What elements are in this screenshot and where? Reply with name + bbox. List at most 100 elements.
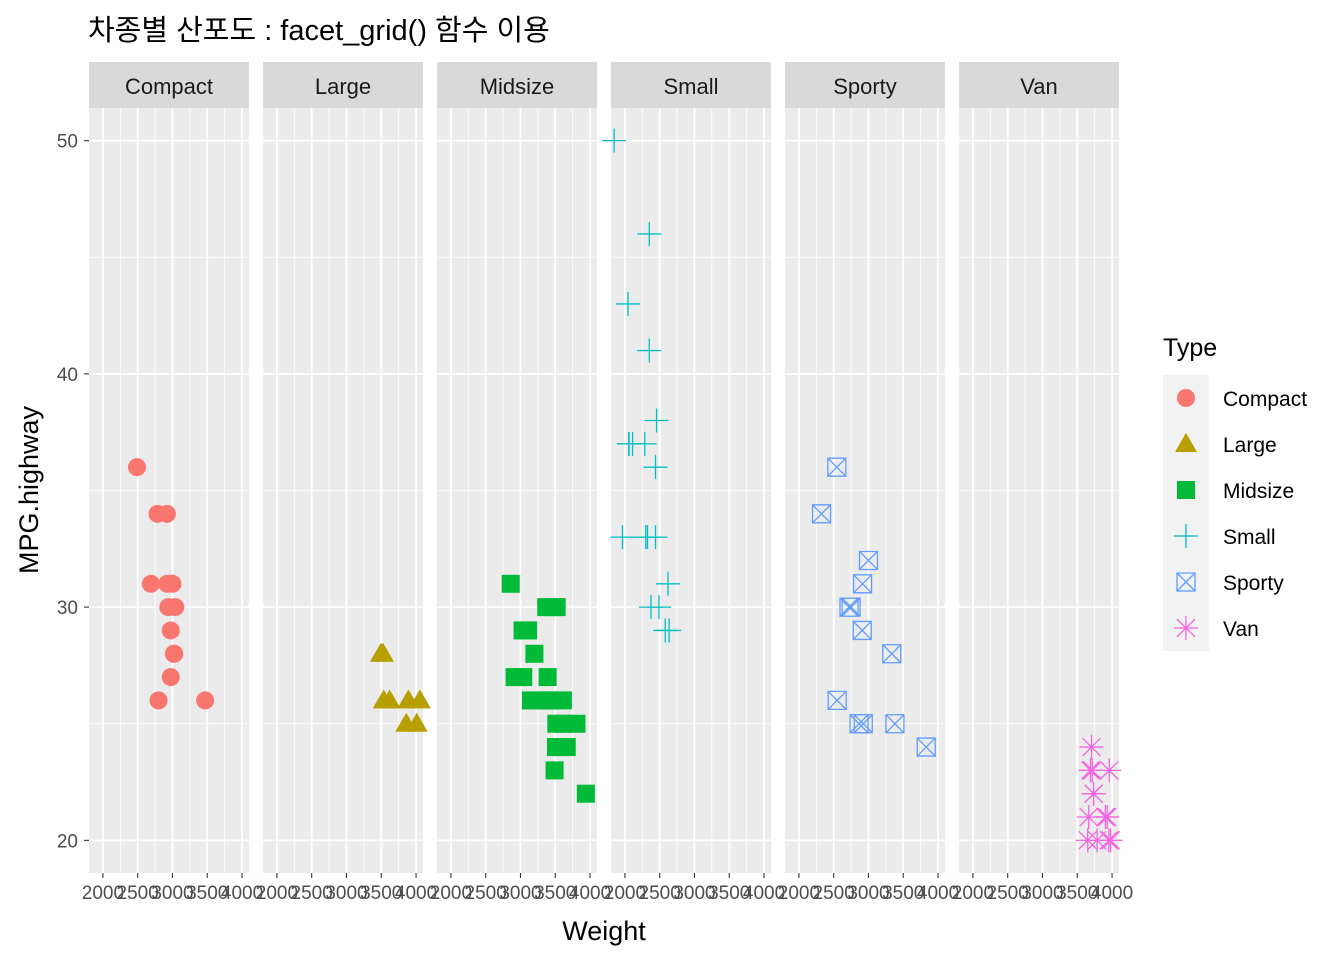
data-point — [372, 642, 394, 662]
data-point — [853, 714, 873, 734]
y-tick-label: 30 — [57, 598, 78, 619]
data-point — [841, 597, 861, 617]
data-point — [827, 690, 847, 711]
y-tick-label: 20 — [57, 831, 78, 852]
data-point — [602, 128, 627, 153]
facet-strip-label: Van — [1020, 74, 1058, 99]
data-point — [141, 574, 160, 593]
legend-item-van: Van — [1163, 605, 1259, 651]
legend-label: Van — [1223, 618, 1259, 641]
data-point — [525, 644, 544, 663]
data-point — [1079, 735, 1104, 760]
x-tick-label: 4000 — [743, 883, 785, 904]
x-tick-label: 3500 — [360, 883, 402, 904]
x-tick-label: 3000 — [1021, 883, 1063, 904]
data-point — [1096, 828, 1121, 853]
data-point — [656, 571, 681, 596]
x-tick-label: 2500 — [291, 883, 333, 904]
x-tick-label: 3000 — [673, 883, 715, 904]
data-point — [196, 691, 215, 710]
data-point — [1095, 805, 1120, 830]
legend-key-symbol — [1174, 524, 1198, 548]
data-point — [519, 621, 538, 640]
legend-label: Small — [1223, 526, 1276, 549]
data-point — [643, 455, 668, 480]
data-point — [616, 291, 641, 316]
x-tick-label: 2500 — [639, 883, 681, 904]
data-point — [165, 644, 184, 663]
legend: Type Compact Large Midsize Small Sporty Van — [1163, 334, 1307, 651]
data-point — [637, 338, 662, 363]
x-tick-label: 2500 — [813, 883, 855, 904]
legend-label: Sporty — [1223, 572, 1284, 595]
legend-key-symbol — [1174, 616, 1198, 640]
facet-strip — [785, 62, 945, 108]
series-small — [602, 128, 682, 643]
data-point — [545, 761, 564, 780]
data-point — [501, 574, 520, 593]
data-point — [885, 714, 905, 734]
data-point — [657, 618, 682, 643]
data-point — [149, 691, 168, 710]
legend-title: Type — [1163, 334, 1217, 362]
legend-item-compact: Compact — [1163, 375, 1307, 421]
y-axis-title: MPG.highway — [14, 405, 44, 574]
data-point — [647, 595, 671, 620]
x-tick-label: 2000 — [952, 883, 994, 904]
y-axis: 20 30 40 50 — [57, 132, 89, 852]
legend-key-symbol — [1177, 481, 1195, 499]
data-point — [610, 525, 635, 550]
data-point — [161, 621, 180, 640]
facet-strip — [263, 62, 423, 108]
data-point — [1080, 758, 1105, 783]
chart-title: 차종별 산포도 : facet_grid() 함수 이용 — [88, 15, 550, 47]
data-point — [166, 598, 185, 617]
x-tick-label: 3500 — [186, 883, 228, 904]
data-point — [163, 574, 182, 593]
data-point — [882, 644, 902, 664]
data-point — [637, 221, 662, 246]
x-tick-label: 4000 — [917, 883, 959, 904]
x-tick-label: 3500 — [708, 883, 750, 904]
series-sporty — [811, 457, 936, 757]
facet-strip-label: Sporty — [833, 74, 897, 99]
data-point — [553, 691, 572, 710]
x-tick-label: 3500 — [534, 883, 576, 904]
data-point — [161, 668, 180, 687]
x-tick-label: 2500 — [117, 883, 159, 904]
data-point — [408, 689, 431, 709]
data-point — [538, 668, 557, 687]
x-tick-label: 4000 — [569, 883, 611, 904]
x-tick-label: 3000 — [151, 883, 193, 904]
data-point — [1076, 805, 1101, 830]
data-point — [643, 525, 668, 550]
x-tick-label: 3500 — [1056, 883, 1098, 904]
facet-strip-label: Midsize — [480, 74, 555, 99]
data-point — [128, 458, 146, 477]
legend-label: Compact — [1223, 388, 1307, 411]
data-point — [617, 431, 642, 456]
x-tick-label: 4000 — [395, 883, 437, 904]
data-point — [811, 504, 832, 524]
data-point — [852, 574, 873, 594]
data-point — [576, 784, 595, 803]
x-tick-label: 2000 — [82, 883, 124, 904]
data-point — [916, 737, 936, 757]
facet-strip-label: Compact — [125, 74, 213, 99]
data-point — [157, 504, 176, 523]
data-point — [1081, 781, 1106, 806]
legend-item-sporty: Sporty — [1163, 559, 1284, 605]
series-van — [1075, 735, 1123, 853]
data-point — [852, 620, 872, 641]
data-point — [372, 689, 395, 709]
legend-key-symbol — [1175, 433, 1197, 452]
data-point — [405, 712, 428, 732]
x-axis-title: Weight — [562, 916, 646, 946]
data-point — [514, 668, 533, 687]
x-tick-label: 4000 — [1091, 883, 1133, 904]
data-point — [547, 598, 566, 617]
x-tick-label: 2500 — [987, 883, 1029, 904]
